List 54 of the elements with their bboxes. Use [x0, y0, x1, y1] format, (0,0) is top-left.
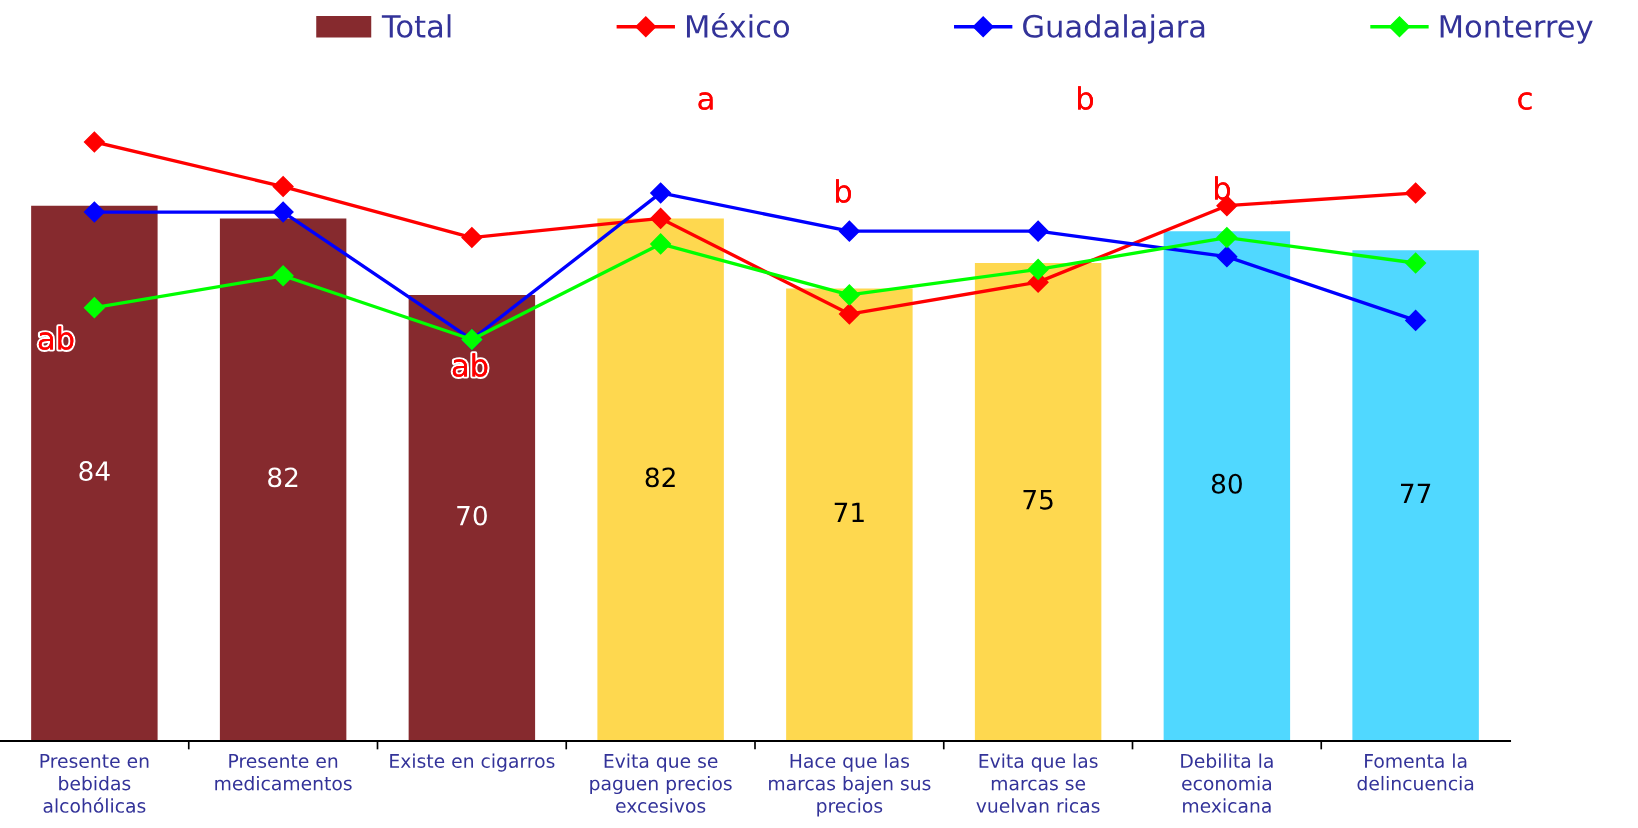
data-label: 82 [645, 467, 675, 488]
point [838, 303, 860, 325]
legend-label: Monterrey [1440, 15, 1593, 44]
x-tick-label: Presente en bebidas alcohólicas [40, 754, 149, 813]
legend-label: Guadalajara [1023, 14, 1205, 44]
bar [974, 263, 1102, 741]
bar [1352, 250, 1479, 741]
point [650, 182, 672, 204]
text: b [1078, 86, 1094, 110]
bar [786, 288, 913, 741]
point [83, 201, 105, 223]
data-label: 71 [834, 502, 864, 523]
point [1027, 220, 1049, 242]
x-tick-label: Debilita la economia mexicana [1181, 753, 1273, 813]
point [838, 220, 860, 242]
annotation: ab [38, 326, 74, 350]
point [461, 227, 483, 249]
bar [219, 218, 347, 741]
point [272, 265, 294, 287]
point [1027, 258, 1049, 280]
point [1216, 227, 1238, 249]
point [272, 201, 294, 223]
data-label: 70 [457, 505, 487, 526]
x-tick-label: Existe en cigarros [390, 753, 555, 772]
annotation: b [836, 179, 852, 203]
data-label: 84 [79, 461, 110, 481]
x-tick-label: Fomenta la delincuencia [1357, 753, 1474, 791]
point [1405, 252, 1427, 274]
data-label: 75 [1023, 490, 1053, 510]
data-label: 77 [1401, 483, 1431, 503]
text: c [1518, 92, 1532, 110]
point [838, 284, 860, 306]
bar [408, 294, 536, 741]
x-tick-label: Presente en medicamentos [215, 754, 352, 791]
point [1216, 246, 1238, 268]
data-label: 82 [268, 467, 298, 488]
text: a [698, 92, 713, 110]
point [83, 131, 105, 153]
x-tick-label: Evita que se paguen precios excesivos [590, 753, 732, 813]
point [272, 176, 294, 198]
bar [1163, 231, 1291, 741]
point [650, 207, 672, 229]
annotation: ab [452, 353, 488, 377]
data-label: 80 [1211, 473, 1242, 494]
point [1405, 309, 1427, 331]
legend-label: México [686, 12, 790, 38]
legend-label: Total [381, 14, 451, 38]
bar [597, 218, 724, 741]
bar [31, 205, 158, 741]
x-tick-label: Evita que las marcas se vuelvan ricas [976, 753, 1100, 813]
point [650, 233, 672, 255]
point [1405, 182, 1427, 204]
x-tick-label: Hace que las marcas bajen sus precios [769, 753, 931, 817]
point [83, 297, 105, 319]
